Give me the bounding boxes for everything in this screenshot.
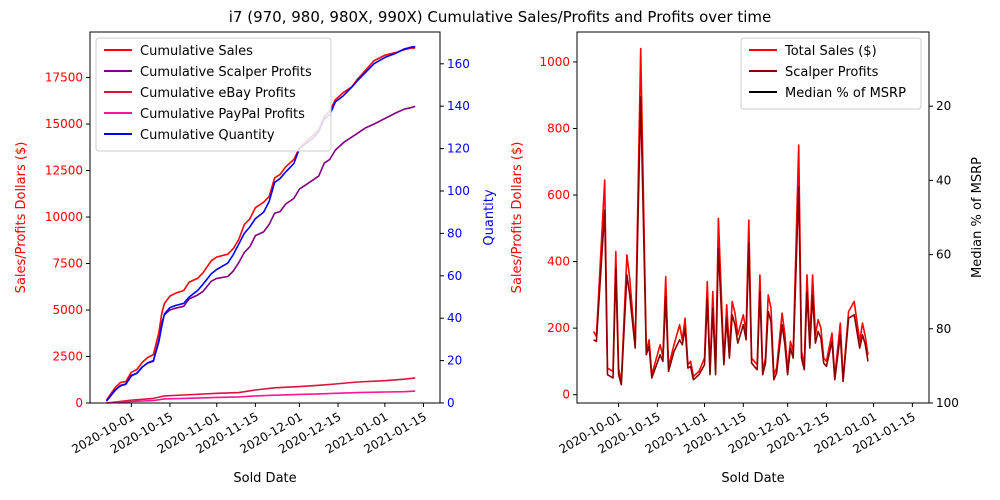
y2-tick-label: 60 [447,269,462,283]
y-tick-label: 1000 [539,55,570,69]
legend-entry: Scalper Profits [785,65,879,80]
y-tick-label: 7500 [52,257,83,271]
legend-entry: Total Sales ($) [784,44,877,59]
y2-tick-label: 40 [447,311,462,325]
legend-box [95,37,332,152]
y2-tick-label: 60 [936,248,951,262]
y-tick-label: 400 [547,255,570,269]
legend-entry: Median % of MSRP [785,86,906,101]
series-line-cumulative-ebay-profits [106,377,416,404]
y-tick-label: 0 [75,396,83,410]
y2-axis-label: Median % of MSRP [970,157,985,278]
cumulative-chart: 2020-10-012020-10-152020-11-012020-11-15… [14,31,497,486]
profits-chart: 2020-10-012020-10-152020-11-012020-11-15… [510,31,985,486]
plot-frame [576,31,930,404]
figure-title: i7 (970, 980, 980X, 990X) Cumulative Sal… [229,8,772,26]
x-axis-label: Sold Date [721,471,784,486]
y-axis-label: Sales/Profits Dollars ($) [510,142,525,294]
y-tick-label: 200 [547,321,570,335]
y2-tick-label: 0 [447,396,455,410]
y2-tick-label: 80 [447,226,462,240]
y2-tick-label: 140 [447,99,470,113]
legend-entry: Cumulative Scalper Profits [140,65,312,80]
y-tick-label: 5000 [52,303,83,317]
y2-tick-label: 20 [936,99,951,113]
legend-entry: Cumulative Quantity [140,128,275,143]
y2-tick-label: 100 [447,184,470,198]
legend-entry: Cumulative eBay Profits [140,86,296,101]
series-line-cumulative-paypal-profits [106,390,416,404]
y2-tick-label: 20 [447,354,462,368]
y-tick-label: 600 [547,188,570,202]
y-tick-label: 17500 [45,71,83,85]
y-tick-label: 800 [547,121,570,135]
y2-axis-label: Quantity [482,189,497,245]
x-axis-label: Sold Date [233,471,296,486]
y-axis-label: Sales/Profits Dollars ($) [14,142,29,294]
y2-tick-label: 120 [447,142,470,156]
y2-tick-label: 80 [936,322,951,336]
y-tick-label: 10000 [45,210,83,224]
series-line-cumulative-quantity [105,45,416,402]
legend-entry: Cumulative Sales [140,44,253,59]
legend-entry: Cumulative PayPal Profits [140,107,305,122]
y2-tick-label: 40 [936,173,951,187]
y-tick-label: 15000 [45,117,83,131]
y-tick-label: 2500 [52,350,83,364]
y-tick-label: 0 [562,388,570,402]
series-line-scalper-profits [593,96,869,386]
y2-tick-label: 160 [447,57,470,71]
series-line-total-sales [592,47,869,383]
legend-box [740,37,922,110]
y-tick-label: 12500 [45,164,83,178]
y2-tick-label: 100 [936,396,959,410]
